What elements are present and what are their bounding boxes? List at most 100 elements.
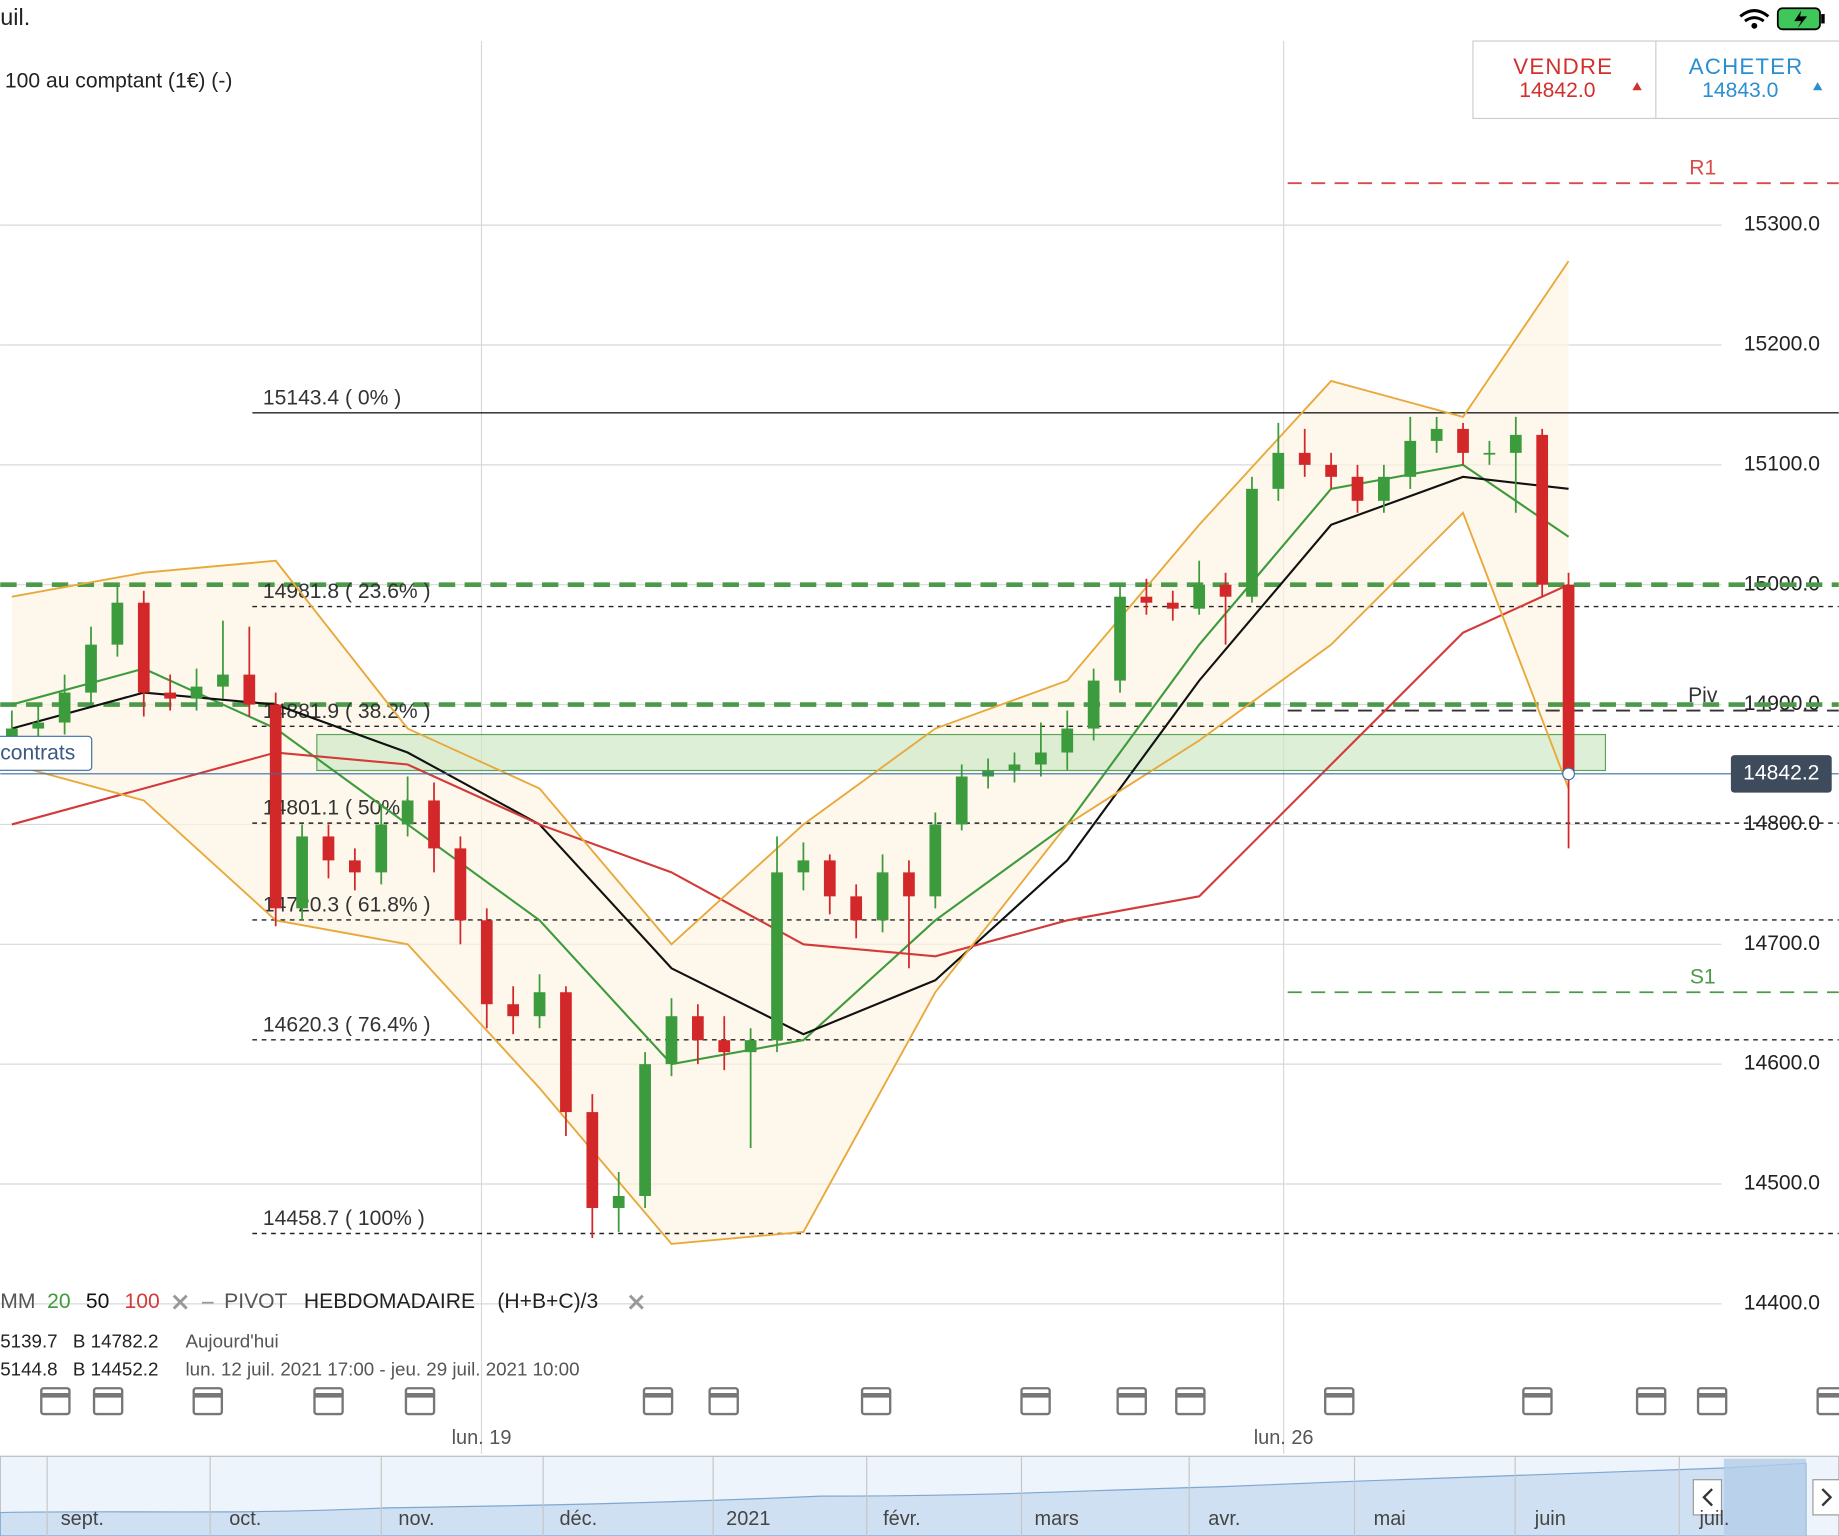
remove-pivot[interactable] xyxy=(628,1294,644,1310)
fib-label: 14620.3 ( 76.4% ) xyxy=(263,1013,431,1036)
info-value: B 14782.2 xyxy=(73,1330,159,1351)
candle-body xyxy=(454,848,467,921)
x-tick-label: lun. 19 xyxy=(452,1427,512,1449)
candle-body xyxy=(1298,452,1311,465)
ma-period: 50 xyxy=(86,1290,109,1313)
sell-price[interactable]: 14842.0 xyxy=(1519,79,1595,102)
navigator-right[interactable] xyxy=(1812,1479,1839,1516)
candle-body xyxy=(876,872,889,921)
candle-body xyxy=(823,860,836,897)
y-tick-label: 14500.0 xyxy=(1744,1172,1820,1195)
buy-price[interactable]: 14843.0 xyxy=(1702,79,1778,102)
candle-body xyxy=(612,1195,625,1208)
candle-body xyxy=(1562,584,1575,775)
position-button-label[interactable]: contrats xyxy=(0,742,75,765)
fib-label: 14801.1 ( 50% ) xyxy=(263,797,413,820)
candle-body xyxy=(1483,452,1496,455)
candle-body xyxy=(929,824,942,897)
event-icon xyxy=(40,1387,71,1416)
candle-body xyxy=(665,1016,678,1065)
candle-body xyxy=(533,992,546,1017)
event-icon xyxy=(1116,1387,1147,1416)
candle-body xyxy=(428,800,440,849)
pivot-formula: (H+B+C)/3 xyxy=(497,1290,598,1313)
candle-body xyxy=(560,992,572,1113)
candle-body xyxy=(1114,596,1126,681)
fib-label: 14720.3 ( 61.8% ) xyxy=(263,893,431,916)
candle-body xyxy=(296,836,308,909)
position-button-box[interactable] xyxy=(0,735,93,771)
candle-body xyxy=(1509,434,1522,453)
navigator-label: déc. xyxy=(559,1508,597,1530)
navigator-label: juin xyxy=(1534,1508,1566,1530)
indicator-line xyxy=(11,260,1570,946)
position-button[interactable]: contrats xyxy=(0,735,93,771)
fib-label: 15143.4 ( 0% ) xyxy=(263,386,401,409)
event-icon xyxy=(1175,1387,1206,1416)
y-tick-label: 15100.0 xyxy=(1744,452,1820,475)
candle-body xyxy=(5,728,18,741)
candle-body xyxy=(85,644,97,693)
y-tick-label: 15300.0 xyxy=(1744,213,1820,236)
candle-body xyxy=(269,704,282,909)
candle-body xyxy=(586,1112,599,1208)
y-tick-label: 15200.0 xyxy=(1744,333,1820,356)
candle-body xyxy=(1404,440,1417,477)
candle-body xyxy=(1325,464,1337,477)
sell-label[interactable]: VENDRE xyxy=(1513,54,1613,79)
event-icon xyxy=(313,1387,344,1416)
event-icon xyxy=(1696,1387,1728,1416)
candle-body xyxy=(348,860,361,873)
instrument-title: 100 au comptant (1€) (-) xyxy=(5,70,232,93)
sell-button[interactable]: VENDRE 14842.0 xyxy=(1513,54,1642,102)
event-icon xyxy=(192,1387,224,1416)
pivot-label: Piv xyxy=(1688,684,1718,707)
current-price-dot xyxy=(1562,767,1576,781)
candle-body xyxy=(1378,476,1390,501)
event-icon xyxy=(708,1387,739,1416)
candle-body xyxy=(243,674,256,705)
candle-body xyxy=(1272,452,1285,489)
event-icon xyxy=(92,1387,124,1416)
x-tick-label: lun. 26 xyxy=(1254,1427,1314,1449)
navigator-label: mars xyxy=(1035,1508,1079,1530)
event-icon xyxy=(1522,1387,1553,1416)
event-icon xyxy=(860,1387,892,1416)
candle-body xyxy=(1351,476,1364,501)
y-tick-label: 14400.0 xyxy=(1744,1291,1820,1314)
info-value: 5144.8 xyxy=(0,1359,57,1380)
candle-body xyxy=(1430,428,1443,441)
event-icon xyxy=(1816,1387,1839,1416)
candle-body xyxy=(1061,728,1074,753)
candle-body xyxy=(322,836,335,861)
plot: 14400.014500.014600.014700.014800.014900… xyxy=(0,41,1839,1454)
candle-body xyxy=(903,872,915,897)
candle-body xyxy=(164,692,177,699)
navigator-label: juil. xyxy=(1699,1508,1730,1530)
candle-body xyxy=(58,692,71,723)
navigator-left[interactable] xyxy=(1692,1479,1723,1516)
buy-button[interactable]: ACHETER 14843.0 xyxy=(1689,54,1823,102)
candle-body xyxy=(692,1016,704,1041)
status-icons xyxy=(1739,7,1825,31)
ma-label: MM xyxy=(0,1290,35,1313)
candle-body xyxy=(639,1064,651,1196)
remove-ma[interactable] xyxy=(172,1294,188,1310)
buy-label[interactable]: ACHETER xyxy=(1689,54,1804,79)
event-markers xyxy=(40,1387,1839,1416)
ma-period: 100 xyxy=(125,1290,160,1313)
candle-body xyxy=(718,1040,731,1053)
candle-body xyxy=(955,776,968,825)
event-icon xyxy=(1635,1387,1667,1416)
event-icon xyxy=(1020,1387,1051,1416)
current-price-tag xyxy=(1730,755,1832,793)
candle-body xyxy=(1193,584,1206,609)
event-icon xyxy=(404,1387,436,1416)
candle-body xyxy=(797,860,810,873)
info-value: B 14452.2 xyxy=(73,1359,159,1380)
navigator-label: févr. xyxy=(883,1508,921,1530)
fib-label: 14981.8 ( 23.6% ) xyxy=(263,580,431,603)
fib-label: 14881.9 ( 38.2% ) xyxy=(263,700,431,723)
candle-body xyxy=(137,602,150,693)
